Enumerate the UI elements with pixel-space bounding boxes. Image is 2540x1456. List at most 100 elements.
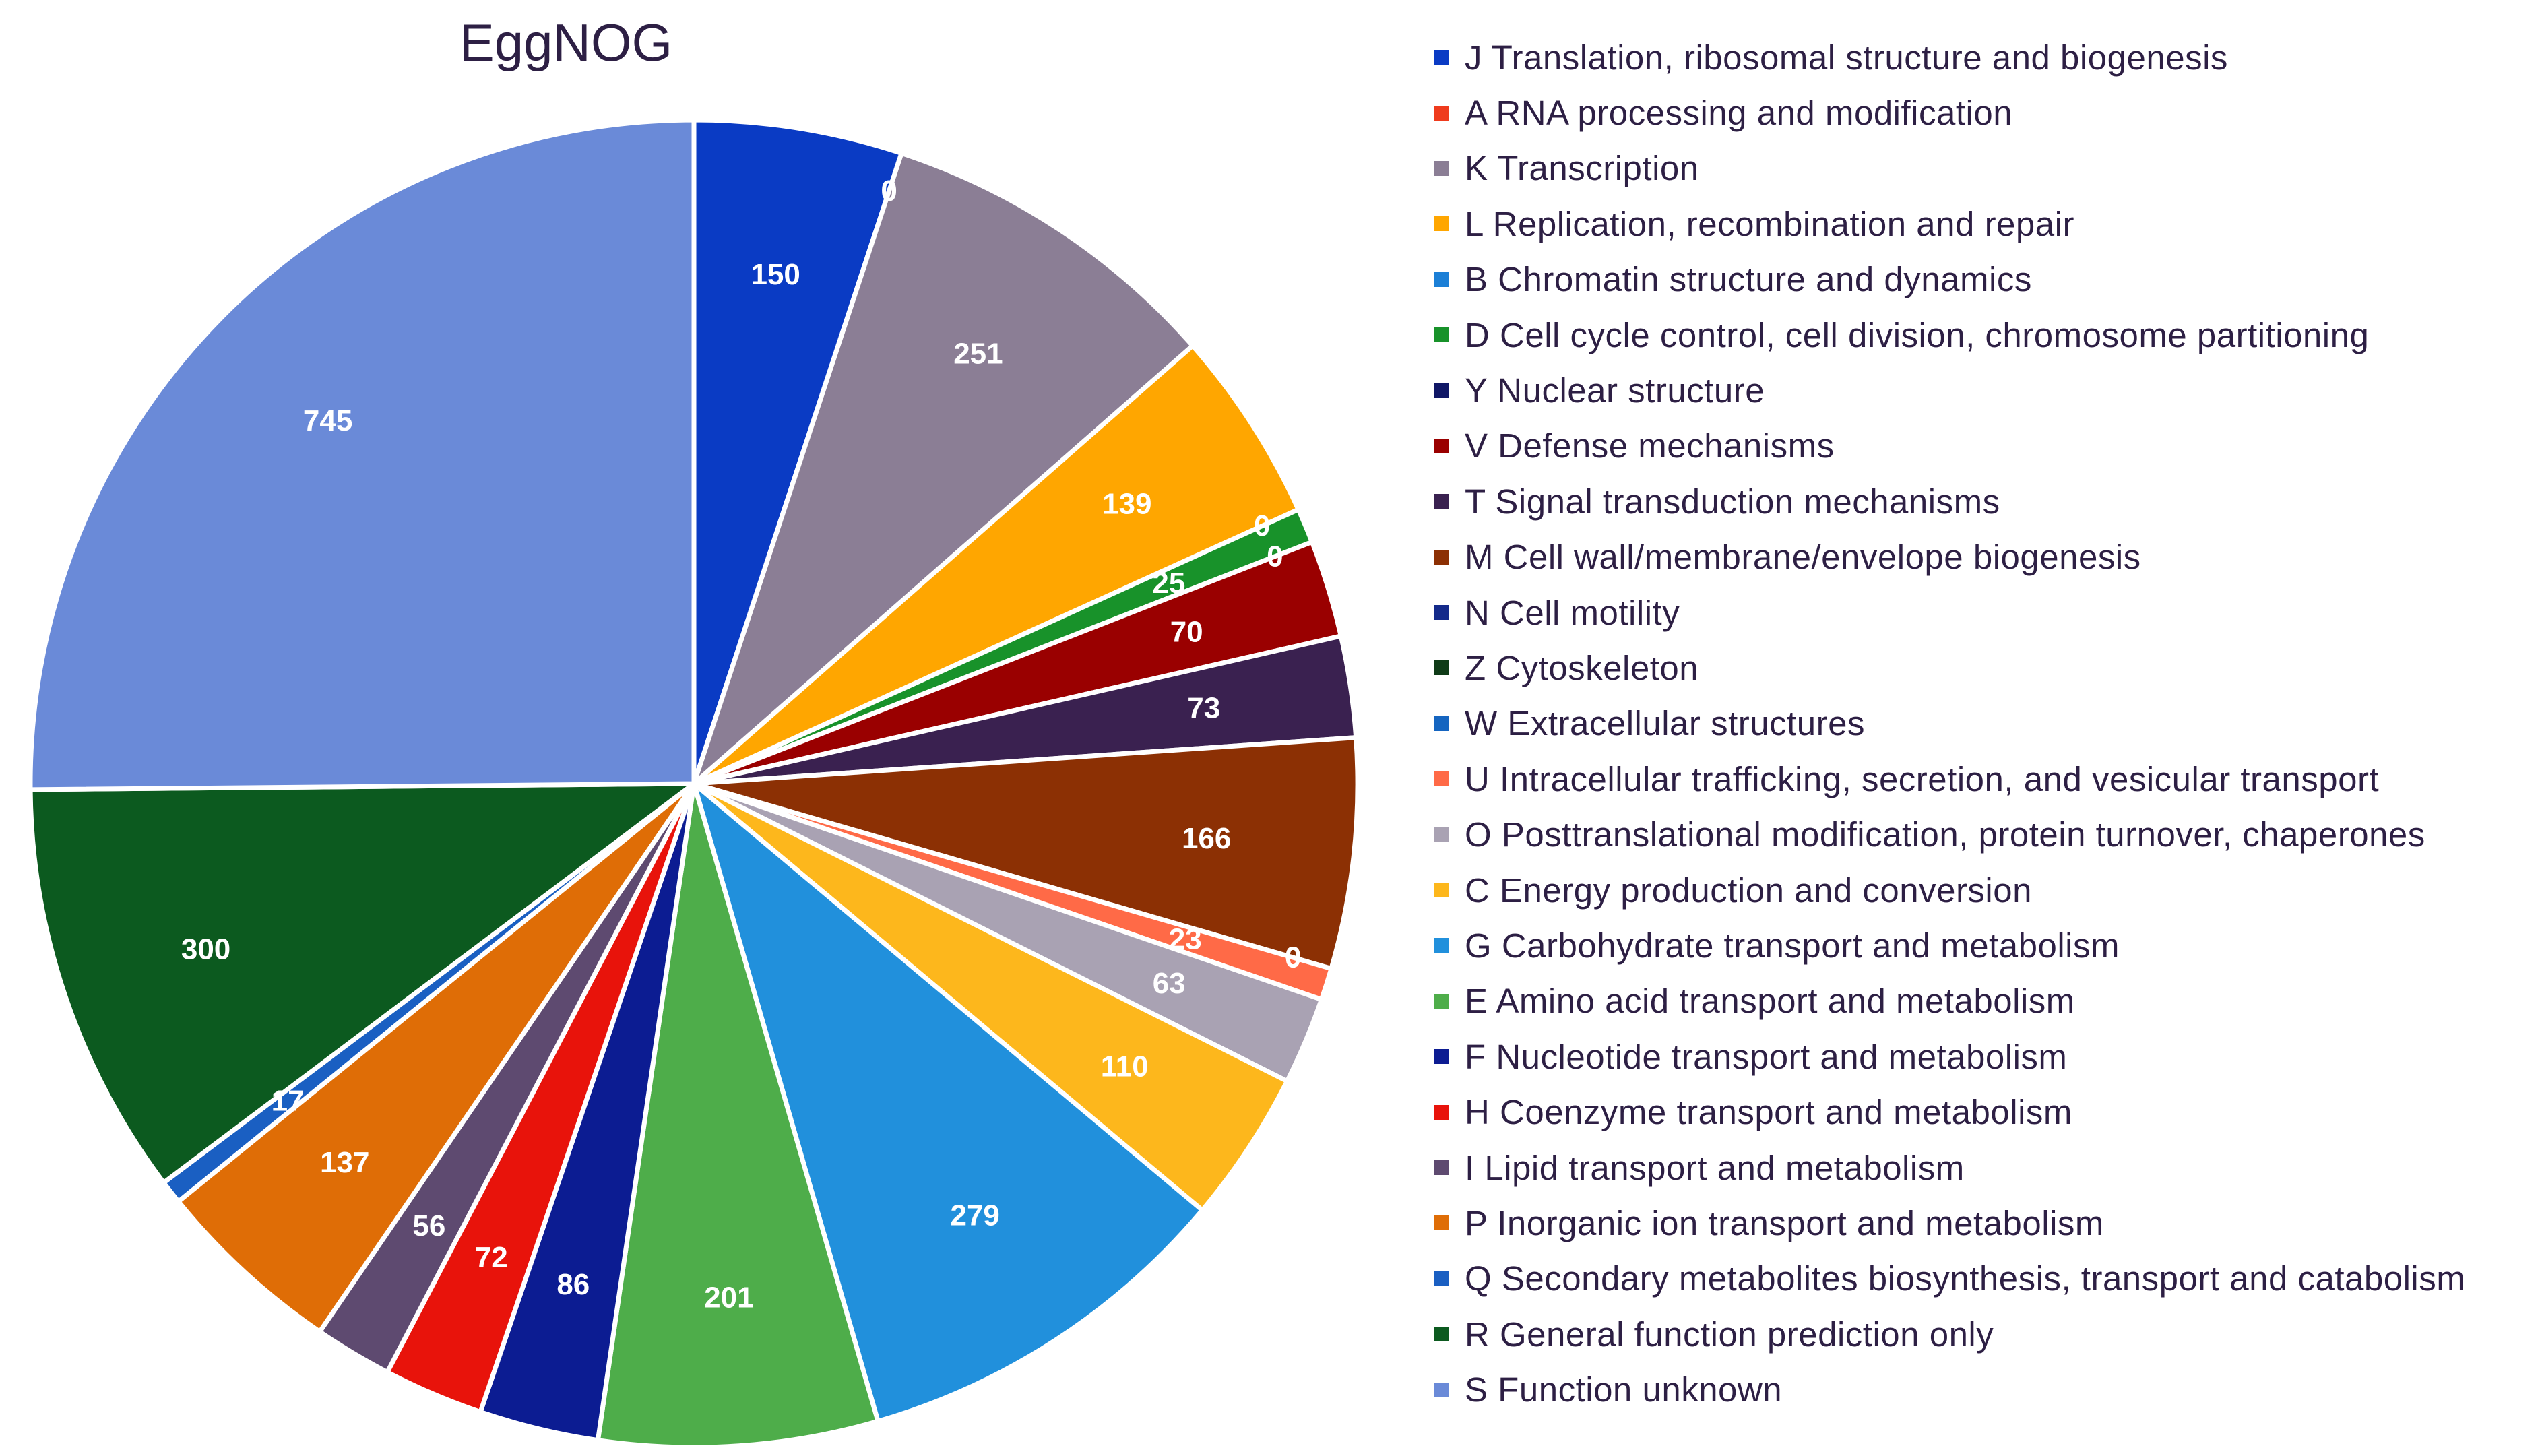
value-label-w: 0 bbox=[1285, 941, 1301, 974]
legend-swatch bbox=[1434, 1104, 1449, 1120]
legend-swatch bbox=[1434, 883, 1449, 898]
legend-label: S Function unknown bbox=[1465, 1370, 1783, 1410]
legend-item-g: G Carbohydrate transport and metabolism bbox=[1434, 918, 2465, 973]
legend-swatch bbox=[1434, 993, 1449, 1009]
legend-item-s: S Function unknown bbox=[1434, 1362, 2465, 1417]
value-label-o: 63 bbox=[1153, 967, 1186, 1000]
legend-label: B Chromatin structure and dynamics bbox=[1465, 260, 2032, 299]
legend-swatch bbox=[1434, 327, 1449, 343]
legend-label: E Amino acid transport and metabolism bbox=[1465, 982, 2075, 1021]
legend-item-m: M Cell wall/membrane/envelope biogenesis bbox=[1434, 530, 2465, 585]
legend-swatch bbox=[1434, 660, 1449, 676]
value-label-y: 0 bbox=[1267, 540, 1283, 573]
legend-label: C Energy production and conversion bbox=[1465, 871, 2032, 910]
pie-slice-k bbox=[691, 150, 1195, 786]
legend-item-y: Y Nuclear structure bbox=[1434, 362, 2465, 418]
legend-item-l: L Replication, recombination and repair bbox=[1434, 196, 2465, 251]
pie-slice-l bbox=[691, 343, 1301, 786]
legend-swatch bbox=[1434, 716, 1449, 731]
pie-slice-s bbox=[28, 117, 697, 792]
value-label-g: 279 bbox=[950, 1199, 999, 1232]
legend-swatch bbox=[1434, 272, 1449, 287]
legend-label: W Extracellular structures bbox=[1465, 704, 1865, 743]
legend-item-d: D Cell cycle control, cell division, chr… bbox=[1434, 307, 2465, 362]
legend-swatch bbox=[1434, 771, 1449, 787]
legend-swatch bbox=[1434, 438, 1449, 453]
legend-label: G Carbohydrate transport and metabolism bbox=[1465, 926, 2120, 965]
pie-slice-g bbox=[691, 781, 1205, 1424]
legend-item-q: Q Secondary metabolites biosynthesis, tr… bbox=[1434, 1251, 2465, 1306]
legend-label: P Inorganic ion transport and metabolism bbox=[1465, 1203, 2104, 1242]
legend-item-h: H Coenzyme transport and metabolism bbox=[1434, 1084, 2465, 1139]
legend-swatch bbox=[1434, 1049, 1449, 1065]
legend-label: D Cell cycle control, cell division, chr… bbox=[1465, 315, 2370, 354]
legend-item-t: T Signal transduction mechanisms bbox=[1434, 474, 2465, 529]
legend-item-e: E Amino acid transport and metabolism bbox=[1434, 974, 2465, 1029]
value-label-d: 25 bbox=[1152, 567, 1185, 600]
value-label-n: 0 bbox=[1285, 941, 1301, 974]
legend-label: K Transcription bbox=[1465, 149, 1699, 188]
pie-value-labels: 1500251139025070731660002363110279201867… bbox=[181, 175, 1302, 1315]
legend-swatch bbox=[1434, 1215, 1449, 1231]
value-label-a: 0 bbox=[881, 175, 897, 208]
value-label-t: 73 bbox=[1187, 692, 1220, 725]
legend-swatch bbox=[1434, 160, 1449, 176]
value-label-r: 300 bbox=[181, 932, 230, 966]
value-label-p: 137 bbox=[320, 1146, 369, 1179]
legend-item-i: I Lipid transport and metabolism bbox=[1434, 1140, 2465, 1195]
value-label-f: 86 bbox=[557, 1268, 590, 1301]
legend-label: T Signal transduction mechanisms bbox=[1465, 482, 2000, 521]
legend-swatch bbox=[1434, 50, 1449, 65]
legend-item-p: P Inorganic ion transport and metabolism bbox=[1434, 1195, 2465, 1251]
legend-item-w: W Extracellular structures bbox=[1434, 696, 2465, 751]
chart-title: EggNOG bbox=[459, 13, 673, 72]
legend-item-b: B Chromatin structure and dynamics bbox=[1434, 252, 2465, 307]
pie-slice-j bbox=[691, 117, 904, 786]
legend-label: U Intracellular trafficking, secretion, … bbox=[1465, 759, 2380, 798]
legend-label: N Cell motility bbox=[1465, 593, 1680, 632]
legend-swatch bbox=[1434, 1271, 1449, 1286]
pie-slice-p bbox=[176, 781, 697, 1334]
legend-swatch bbox=[1434, 1160, 1449, 1175]
value-label-e: 201 bbox=[704, 1281, 753, 1315]
pie-slice-r bbox=[28, 781, 697, 1185]
value-label-m: 166 bbox=[1182, 822, 1231, 855]
legend-swatch bbox=[1434, 1382, 1449, 1397]
pie-slice-c bbox=[691, 781, 1290, 1213]
legend-item-z: Z Cytoskeleton bbox=[1434, 640, 2465, 695]
legend-swatch bbox=[1434, 605, 1449, 621]
legend-swatch bbox=[1434, 938, 1449, 953]
legend-item-r: R General function prediction only bbox=[1434, 1306, 2465, 1362]
legend-item-v: V Defense mechanisms bbox=[1434, 418, 2465, 474]
value-label-s: 745 bbox=[303, 404, 352, 437]
value-label-l: 139 bbox=[1102, 488, 1151, 521]
value-label-h: 72 bbox=[475, 1241, 508, 1274]
legend-item-u: U Intracellular trafficking, secretion, … bbox=[1434, 751, 2465, 806]
legend-swatch bbox=[1434, 383, 1449, 398]
legend-label: Y Nuclear structure bbox=[1465, 371, 1765, 410]
legend-label: M Cell wall/membrane/envelope biogenesis bbox=[1465, 538, 2141, 577]
chart-legend: J Translation, ribosomal structure and b… bbox=[1434, 30, 2465, 1418]
legend-label: R General function prediction only bbox=[1465, 1315, 1994, 1354]
legend-item-c: C Energy production and conversion bbox=[1434, 862, 2465, 918]
value-label-b: 0 bbox=[1254, 509, 1270, 542]
legend-label: A RNA processing and modification bbox=[1465, 94, 2013, 133]
legend-label: Q Secondary metabolites biosynthesis, tr… bbox=[1465, 1259, 2466, 1298]
legend-label: J Translation, ribosomal structure and b… bbox=[1465, 38, 2228, 77]
legend-label: V Defense mechanisms bbox=[1465, 426, 1835, 466]
value-label-q: 17 bbox=[272, 1084, 305, 1117]
legend-item-k: K Transcription bbox=[1434, 141, 2465, 196]
legend-label: H Coenzyme transport and metabolism bbox=[1465, 1093, 2072, 1132]
legend-swatch bbox=[1434, 1327, 1449, 1342]
pie-slice-e bbox=[595, 781, 881, 1450]
legend-label: O Posttranslational modification, protei… bbox=[1465, 815, 2425, 854]
legend-item-n: N Cell motility bbox=[1434, 585, 2465, 640]
legend-item-j: J Translation, ribosomal structure and b… bbox=[1434, 30, 2465, 85]
value-label-u: 23 bbox=[1169, 923, 1202, 956]
legend-item-o: O Posttranslational modification, protei… bbox=[1434, 806, 2465, 862]
pie-slices bbox=[28, 117, 1360, 1450]
legend-item-f: F Nucleotide transport and metabolism bbox=[1434, 1029, 2465, 1084]
value-label-k: 251 bbox=[953, 337, 1003, 370]
